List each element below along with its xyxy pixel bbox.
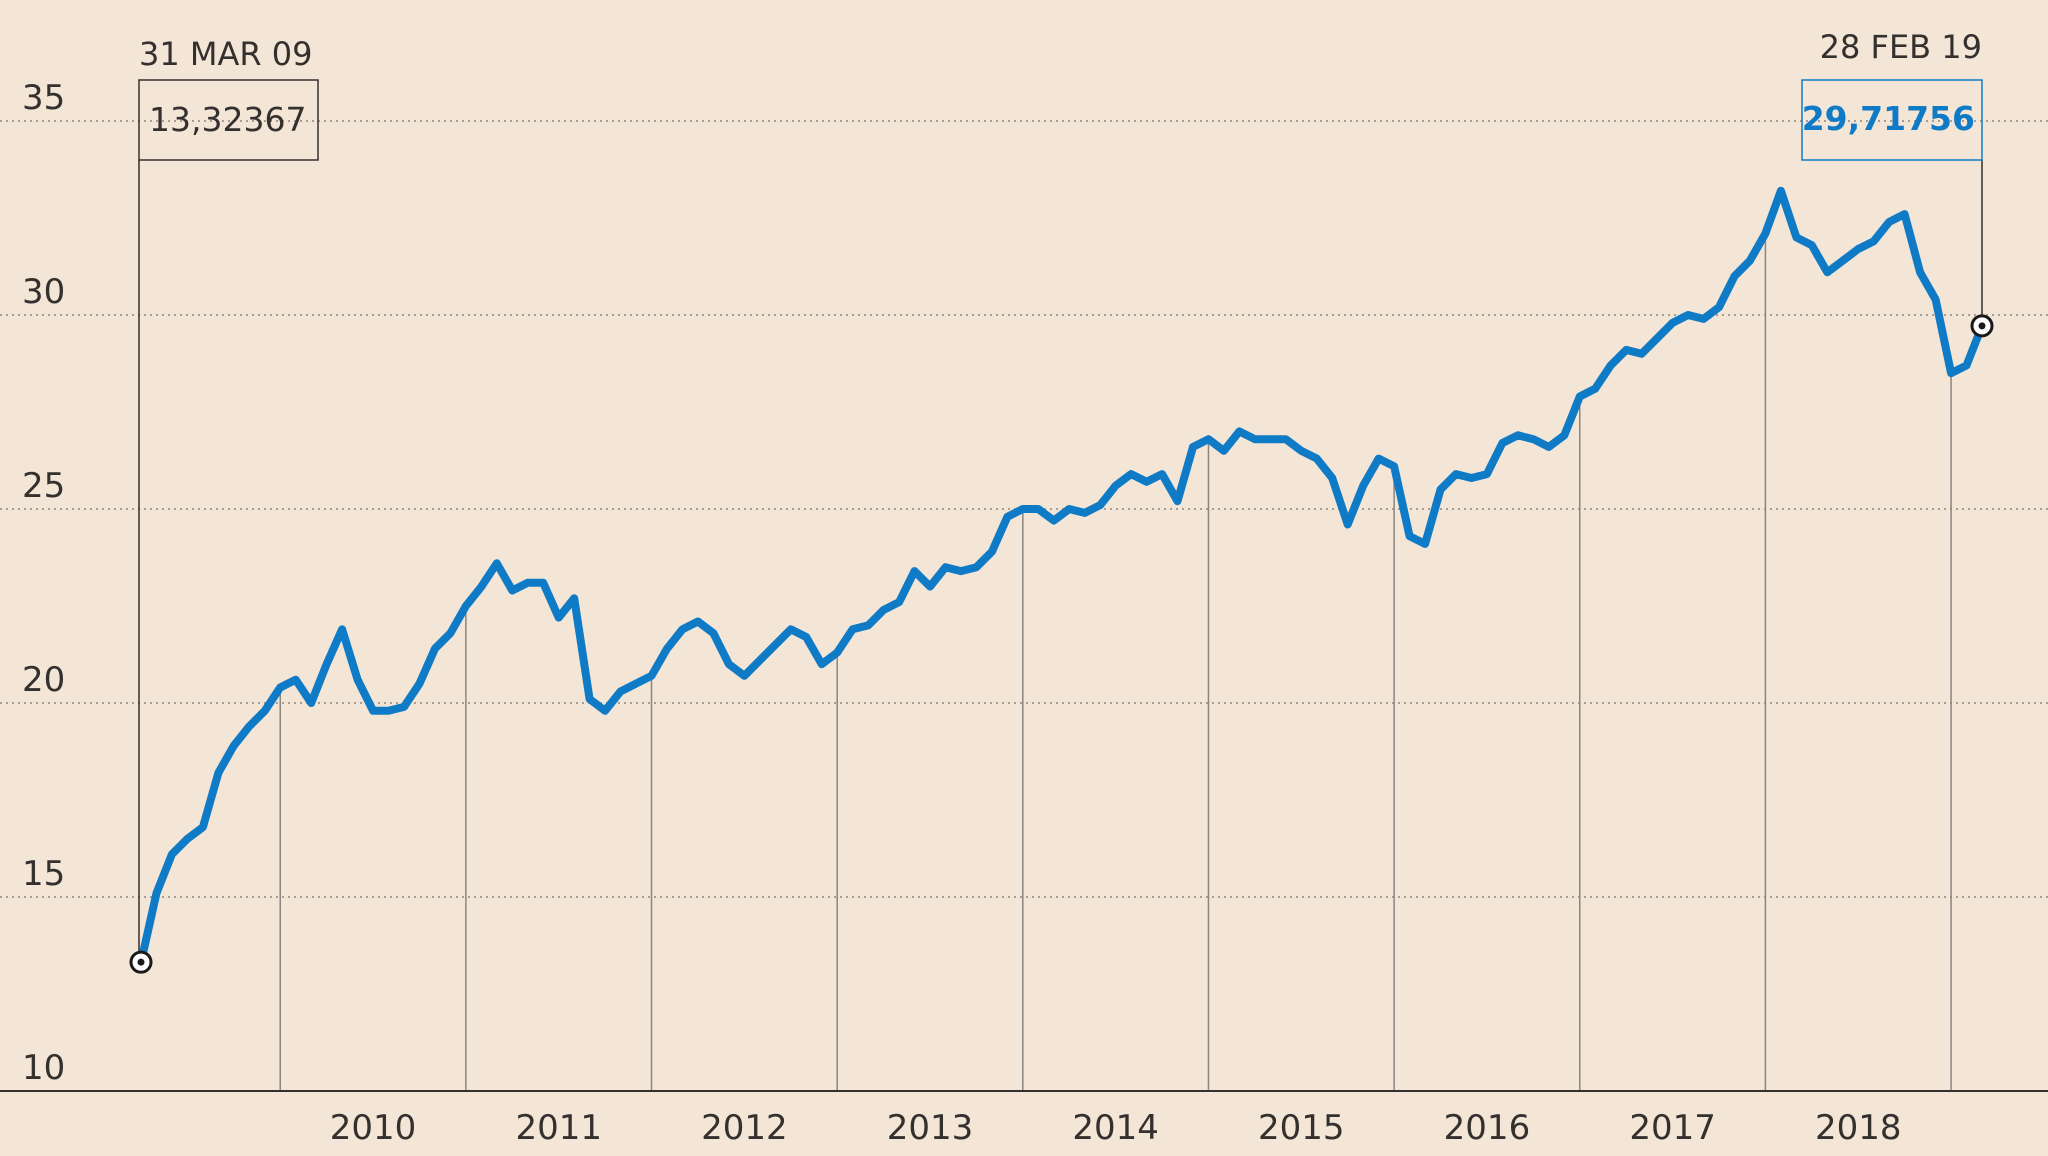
x-tick-label: 2016	[1444, 1108, 1531, 1148]
x-tick-label: 2012	[701, 1108, 788, 1148]
x-axis-ticks: 2010 2011 2012 2013 2014 2015 2016 2017 2018	[279, 233, 1952, 1148]
x-tick-label: 2017	[1629, 1108, 1716, 1148]
start-value-box	[138, 79, 319, 161]
y-tick-label: 35	[22, 78, 65, 118]
x-tick-label: 2015	[1258, 1108, 1345, 1148]
y-tick-label: 30	[22, 272, 65, 312]
y-tick-label: 20	[22, 660, 65, 700]
end-point-marker-dot	[1978, 322, 1986, 330]
end-date-label: 28 FEB 19	[1820, 28, 1982, 66]
start-date-label: 31 MAR 09	[139, 35, 313, 73]
start-point-marker-dot	[137, 958, 145, 966]
annotations: 31 MAR 09 13,32367 28 FEB 19 29,71756	[138, 28, 1983, 953]
end-value-box	[1801, 79, 1983, 161]
x-tick-label: 2013	[887, 1108, 974, 1148]
y-tick-label: 10	[22, 1048, 65, 1088]
y-axis-ticks: 10 15 20 25 30 35	[22, 78, 65, 1088]
end-value-label: 29,71756	[1802, 99, 1975, 138]
y-tick-label: 25	[22, 466, 65, 506]
x-tick-label: 2014	[1072, 1108, 1159, 1148]
end-markers	[129, 314, 1994, 974]
x-tick-label: 2010	[330, 1108, 417, 1148]
x-tick-label: 2018	[1815, 1108, 1902, 1148]
start-value-label: 13,32367	[149, 100, 306, 139]
x-tick-label: 2011	[515, 1108, 602, 1148]
series-line	[137, 186, 1986, 967]
y-tick-label: 15	[22, 854, 65, 894]
